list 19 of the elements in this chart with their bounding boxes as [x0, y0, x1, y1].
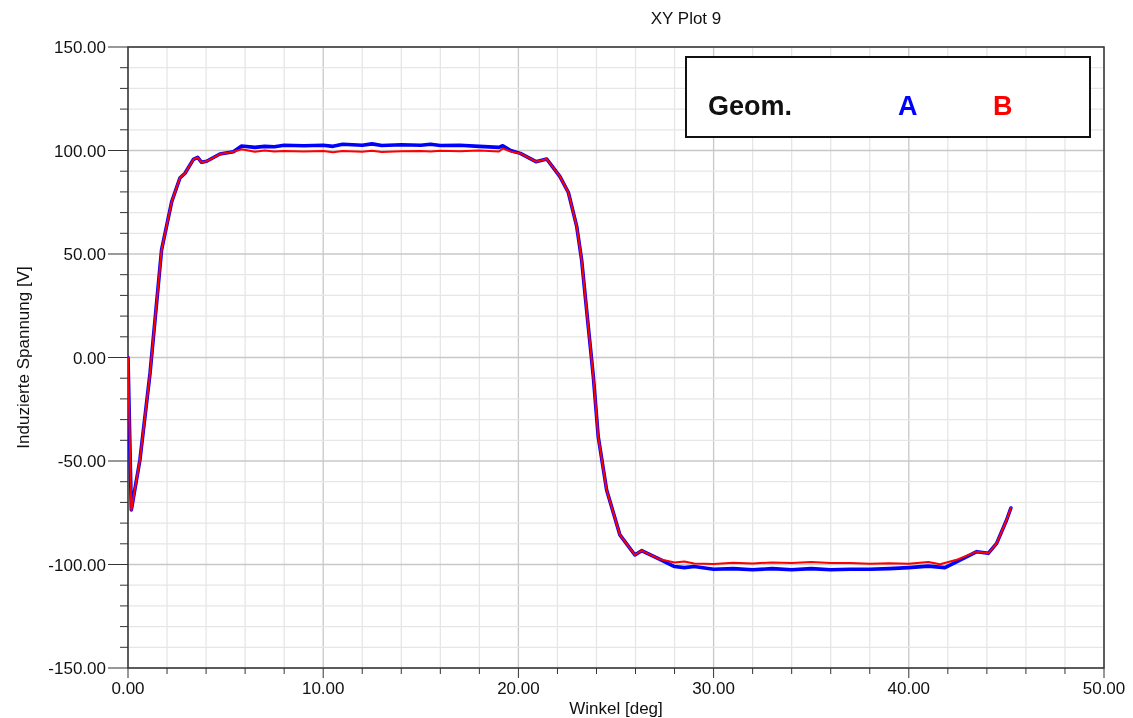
y-tick-label: 0.00 — [72, 348, 106, 368]
y-tick-label: -150.00 — [48, 659, 106, 678]
x-tick-label: 40.00 — [887, 679, 931, 698]
text: B — [993, 91, 1013, 121]
legend-title: Geom. — [708, 91, 793, 121]
x-tick-label: 0.00 — [111, 679, 145, 698]
y-tick-label: 50.00 — [63, 245, 106, 264]
x-axis-title: Winkel [deg] — [569, 699, 663, 718]
x-tick-label: 10.00 — [301, 679, 345, 698]
y-tick-label: 100.00 — [54, 141, 106, 161]
text: A — [898, 91, 918, 121]
y-tick-label: -50.00 — [57, 452, 106, 471]
y-axis-title: Induzierte Spannung [V] — [14, 266, 33, 449]
y-tick-label: 150.00 — [54, 38, 106, 57]
y-tick-label: -100.00 — [48, 555, 106, 575]
x-tick-label: 50.00 — [1082, 679, 1126, 698]
chart-title: XY Plot 9 — [650, 9, 722, 28]
x-tick-label: 20.00 — [497, 679, 540, 698]
x-tick-label: 30.00 — [692, 679, 735, 698]
